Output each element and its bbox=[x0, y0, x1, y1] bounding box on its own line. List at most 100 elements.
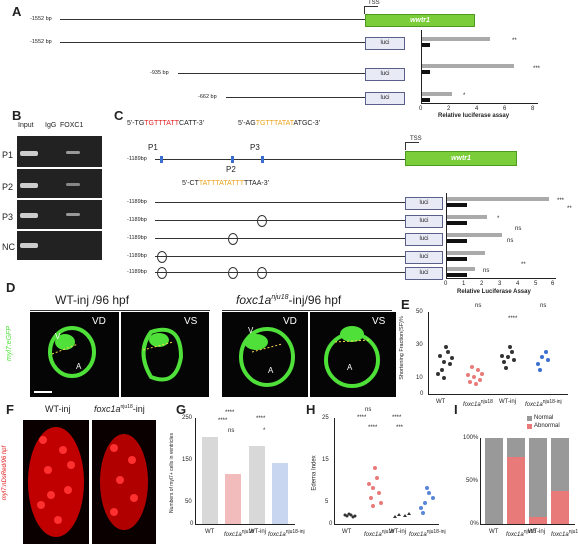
panel-label-h: H bbox=[306, 402, 316, 417]
side-label: myl7:nDsRed/96 hpf bbox=[2, 445, 9, 501]
scale-bar bbox=[34, 391, 52, 393]
mutation-marker bbox=[228, 233, 238, 245]
sig-label: *** bbox=[533, 66, 541, 72]
bar-normal bbox=[485, 438, 503, 524]
bar-gray bbox=[422, 92, 452, 96]
tick-label: 250 bbox=[182, 415, 193, 421]
gel-row-label: P2 bbox=[2, 182, 14, 192]
tick-label: 0 bbox=[190, 521, 194, 527]
sig-label: ** bbox=[512, 38, 517, 44]
promoter-line bbox=[60, 19, 365, 20]
bar-normal bbox=[529, 438, 547, 517]
axis-y bbox=[446, 193, 447, 278]
group-title: WT-inj /96 hpf bbox=[55, 293, 130, 307]
group-label: foxc1anju18-inj bbox=[525, 399, 562, 408]
gel-column-label: FOXC1 bbox=[60, 122, 84, 129]
y-axis-title: Edema Index bbox=[311, 455, 318, 491]
y-axis-title: Shortening Fraction(SF)% bbox=[398, 316, 405, 380]
sig-label: **** bbox=[508, 316, 518, 322]
panel-label-c: C bbox=[114, 108, 124, 123]
gene-box-a: wwtr1 bbox=[365, 14, 475, 27]
tick-label: 6 bbox=[551, 281, 555, 287]
tick-label: 5 bbox=[534, 281, 538, 287]
group-label: foxc1anju18 bbox=[224, 529, 254, 538]
y-axis-title: Numbers of myl7+ cells in ventricles bbox=[168, 433, 175, 513]
heart-image bbox=[30, 312, 119, 397]
sig-label: *** bbox=[557, 198, 565, 204]
tick-label: 10 bbox=[416, 375, 423, 381]
luci-box: luci bbox=[365, 37, 405, 50]
heart-image bbox=[310, 312, 396, 397]
mutation-marker bbox=[228, 267, 238, 279]
bar bbox=[225, 474, 241, 524]
luci-box: luci bbox=[365, 68, 405, 81]
group-label: foxc1anju18 bbox=[463, 399, 493, 408]
gel-row-label: P3 bbox=[2, 212, 14, 222]
tick-label: 3 bbox=[498, 281, 502, 287]
site-label: P2 bbox=[226, 165, 236, 174]
mutation-marker bbox=[257, 215, 267, 227]
group-title: foxc1anju18-inj/96 hpf bbox=[236, 293, 342, 307]
sig-label: * bbox=[497, 216, 500, 222]
legend-label: Normal bbox=[534, 415, 554, 421]
group-label: WT-inj bbox=[389, 529, 406, 535]
tick-label: 50 bbox=[185, 499, 192, 505]
tss-marker-a bbox=[364, 6, 365, 14]
axis-x bbox=[334, 524, 439, 525]
legend-label: Abnormal bbox=[534, 423, 560, 429]
view-label: VD bbox=[283, 316, 297, 327]
sig-label: **** bbox=[225, 410, 235, 416]
legend-swatch-abnormal bbox=[527, 424, 532, 429]
tick-label: 0 bbox=[420, 391, 424, 397]
bar-abnormal bbox=[551, 491, 569, 524]
mutation-marker bbox=[157, 251, 167, 263]
sequence-p2: 5'-CTTATTTATATTTTTAA-3' bbox=[182, 180, 269, 187]
panel-label-d: D bbox=[6, 280, 16, 295]
group-title: foxc1anju18-inj bbox=[94, 404, 145, 414]
tick-label: 2 bbox=[447, 106, 451, 112]
sig-label: ns bbox=[475, 303, 482, 309]
sig-label: **** bbox=[256, 416, 266, 422]
tick-label: 30 bbox=[416, 342, 423, 348]
row-bp: -1189bp bbox=[127, 217, 147, 223]
tick-label: 8 bbox=[531, 106, 535, 112]
axis-x bbox=[421, 103, 538, 104]
promoter-line-c bbox=[155, 159, 405, 160]
view-label: VS bbox=[372, 316, 386, 327]
tick-label: 0% bbox=[470, 521, 479, 527]
row-bp: -1189bp bbox=[127, 269, 147, 275]
cell-image bbox=[92, 420, 156, 544]
site-label: P1 bbox=[148, 143, 158, 152]
group-label: WT bbox=[489, 529, 499, 535]
heart-image bbox=[121, 312, 209, 397]
tss-label-a: TSS bbox=[368, 0, 380, 6]
tick-label: 2 bbox=[480, 281, 484, 287]
sig-label: * bbox=[463, 93, 466, 99]
chamber-label: A bbox=[268, 366, 274, 375]
sig-label: **** bbox=[392, 415, 402, 421]
bar-black bbox=[422, 43, 430, 47]
tick-label: 0 bbox=[329, 521, 333, 527]
gel-row-label: NC bbox=[2, 242, 15, 252]
tick-label: 5 bbox=[325, 499, 329, 505]
tss-label-c: TSS bbox=[410, 136, 422, 142]
tick-label: 15 bbox=[322, 457, 329, 463]
row-bp: -1189bp bbox=[127, 253, 147, 259]
sig-label: **** bbox=[218, 418, 228, 424]
panel-label-e: E bbox=[401, 297, 410, 312]
axis-x bbox=[428, 394, 568, 395]
sig-label: **** bbox=[357, 415, 367, 421]
site-marker bbox=[231, 156, 234, 163]
sequence-p3: 5'-AGTGTTTATATATGC-3' bbox=[238, 120, 321, 127]
sig-label: *** bbox=[396, 425, 404, 431]
group-label: foxc1anju18-inj bbox=[409, 529, 446, 538]
group-label: WT-inj bbox=[499, 399, 516, 405]
bar-gray bbox=[422, 37, 490, 41]
axis-x bbox=[195, 524, 295, 525]
tick-label: 50 bbox=[416, 309, 423, 315]
sig-label: ns bbox=[365, 407, 372, 413]
panel-label-a: A bbox=[12, 4, 22, 19]
axis-y bbox=[480, 438, 481, 524]
gel-column-label: IgG bbox=[45, 122, 57, 129]
tick-label: 25 bbox=[322, 415, 329, 421]
